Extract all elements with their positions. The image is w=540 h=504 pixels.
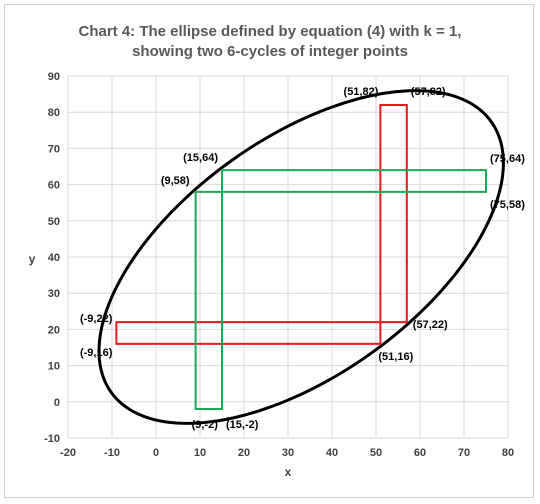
chart-title-line1: Chart 4: The ellipse defined by equation… bbox=[79, 23, 462, 40]
y-tick-label: 80 bbox=[48, 107, 60, 119]
point-labels: (51,82) (57,82) (15,64) (9,58) (75,64) (75,58… bbox=[80, 86, 525, 431]
point-label: (-9,16) bbox=[80, 347, 113, 359]
y-tick-label: 0 bbox=[54, 397, 60, 409]
point-label: (75,58) bbox=[490, 199, 525, 211]
point-label: (51,82) bbox=[344, 86, 379, 98]
point-label: (57,82) bbox=[411, 86, 446, 98]
x-tick-label: 50 bbox=[370, 447, 382, 459]
y-tick-label: 60 bbox=[48, 180, 60, 192]
y-tick-label: 50 bbox=[48, 216, 60, 228]
point-label: (51,16) bbox=[378, 351, 413, 363]
x-tick-label: 10 bbox=[194, 447, 206, 459]
ellipse-curve bbox=[97, 89, 505, 425]
point-label: (-9,22) bbox=[80, 313, 113, 325]
y-axis-label: y bbox=[29, 252, 36, 266]
x-axis-label: x bbox=[285, 465, 292, 479]
x-tick-label: 30 bbox=[282, 447, 294, 459]
y-tick-label: 30 bbox=[48, 288, 60, 300]
y-tick-label: -10 bbox=[44, 433, 60, 445]
plot-area bbox=[97, 89, 505, 425]
y-tick-label: 40 bbox=[48, 252, 60, 264]
x-tick-label: 20 bbox=[238, 447, 250, 459]
y-tick-label: 90 bbox=[48, 71, 60, 83]
tick-labels: -20 -10 0 10 20 30 40 50 60 70 80-1001020304050607… bbox=[44, 71, 514, 459]
chart-frame bbox=[4, 4, 534, 498]
x-tick-label: 40 bbox=[326, 447, 338, 459]
point-label: (57,22) bbox=[413, 319, 448, 331]
point-label: (75,64) bbox=[490, 153, 525, 165]
x-tick-label: 60 bbox=[414, 447, 426, 459]
x-tick-label: -10 bbox=[104, 447, 120, 459]
y-tick-label: 70 bbox=[48, 143, 60, 155]
x-tick-label: 0 bbox=[153, 447, 159, 459]
x-tick-label: -20 bbox=[60, 447, 76, 459]
cycle-1-line bbox=[115, 103, 408, 345]
y-tick-label: 20 bbox=[48, 324, 60, 336]
point-label: (9,-2) bbox=[192, 419, 219, 431]
point-label: (15,-2) bbox=[226, 419, 259, 431]
x-tick-label: 80 bbox=[502, 447, 514, 459]
chart-title-line2: showing two 6-cycles of integer points bbox=[132, 43, 408, 60]
cycle-2-line bbox=[194, 169, 487, 411]
x-tick-label: 70 bbox=[458, 447, 470, 459]
y-tick-label: 10 bbox=[48, 361, 60, 373]
point-label: (9,58) bbox=[161, 175, 190, 187]
point-label: (15,64) bbox=[183, 152, 218, 164]
